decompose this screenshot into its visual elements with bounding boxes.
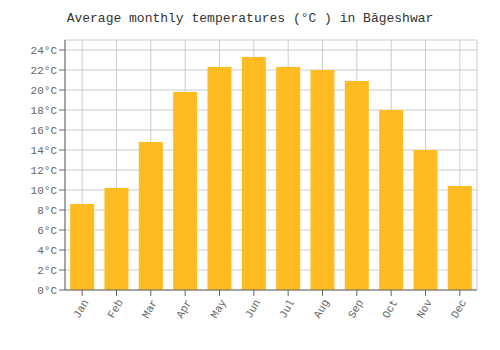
svg-text:8°C: 8°C (37, 205, 57, 217)
svg-text:Jun: Jun (243, 297, 263, 320)
svg-text:2°C: 2°C (37, 265, 57, 277)
svg-text:0°C: 0°C (37, 285, 57, 297)
html-text:Average monthly temperatures (: Average monthly temperatures (°C ) in Bā… (66, 11, 434, 26)
svg-text:24°C: 24°C (31, 45, 58, 57)
svg-text:14°C: 14°C (31, 145, 58, 157)
svg-text:Nov: Nov (415, 297, 435, 320)
svg-text:Oct: Oct (380, 297, 400, 320)
svg-text:22°C: 22°C (31, 65, 58, 77)
svg-text:Jul: Jul (277, 297, 297, 320)
svg-text:Apr: Apr (174, 297, 194, 320)
svg-text:Jan: Jan (71, 297, 91, 320)
svg-text:4°C: 4°C (37, 245, 57, 257)
svg-text:6°C: 6°C (37, 225, 57, 237)
svg-text:10°C: 10°C (31, 185, 58, 197)
svg-text:Aug: Aug (312, 297, 332, 320)
svg-text:16°C: 16°C (31, 125, 58, 137)
svg-text:12°C: 12°C (31, 165, 58, 177)
svg-text:Sep: Sep (346, 297, 366, 320)
svg-text:May: May (209, 297, 229, 320)
svg-text:Mar: Mar (140, 297, 160, 320)
svg-text:Feb: Feb (106, 297, 126, 320)
svg-text:Dec: Dec (449, 297, 469, 320)
svg-text:18°C: 18°C (31, 105, 58, 117)
svg-text:20°C: 20°C (31, 85, 58, 97)
